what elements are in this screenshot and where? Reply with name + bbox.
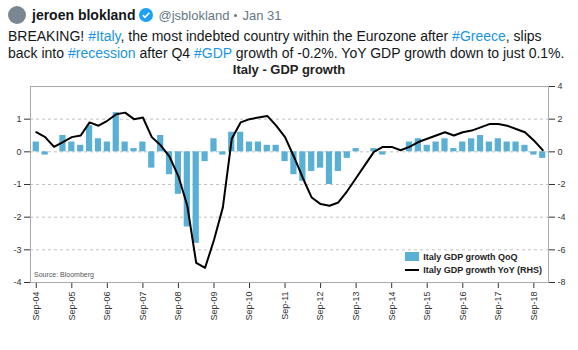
- svg-text:Sep-13: Sep-13: [351, 292, 361, 321]
- svg-text:Sep-12: Sep-12: [315, 292, 325, 321]
- html-text:Italy GDP growth YoY (RHS): Italy GDP growth YoY (RHS): [423, 264, 542, 275]
- svg-text:-3: -3: [13, 245, 21, 255]
- svg-text:0: 0: [558, 147, 563, 157]
- html-text:jeroen blokland: jeroen blokland: [32, 7, 136, 23]
- svg-text:Sep-08: Sep-08: [173, 292, 183, 321]
- svg-text:Sep-11: Sep-11: [280, 292, 290, 320]
- svg-text:Sep-14: Sep-14: [387, 292, 397, 321]
- svg-text:-4: -4: [13, 277, 21, 287]
- svg-text:2: 2: [558, 114, 563, 124]
- svg-text:-2: -2: [558, 179, 566, 189]
- svg-text:Sep-15: Sep-15: [422, 292, 432, 321]
- svg-text:Sep-06: Sep-06: [102, 292, 112, 321]
- svg-text:1: 1: [16, 114, 21, 124]
- svg-text:-4: -4: [558, 212, 566, 222]
- svg-text:-8: -8: [558, 277, 566, 287]
- html-text:Italy GDP growth QoQ: Italy GDP growth QoQ: [423, 251, 518, 262]
- html-text:@jsblokland: @jsblokland: [158, 7, 230, 23]
- svg-text:Sep-09: Sep-09: [209, 292, 219, 321]
- svg-text:Sep-17: Sep-17: [493, 292, 503, 321]
- svg-text:-2: -2: [13, 212, 21, 222]
- svg-text:Sep-05: Sep-05: [67, 292, 77, 321]
- html-text:Italy - GDP growth: Italy - GDP growth: [232, 62, 346, 77]
- html-text:Jan 31: Jan 31: [242, 7, 282, 23]
- svg-text:Sep-16: Sep-16: [458, 292, 468, 321]
- svg-text:Sep-10: Sep-10: [244, 292, 254, 321]
- html-text:BREAKING! #Italy, the most ind: BREAKING! #Italy, the most indebted coun…: [8, 28, 565, 61]
- svg-text:Sep-07: Sep-07: [138, 292, 148, 321]
- svg-text:4: 4: [558, 81, 563, 91]
- svg-text:0: 0: [16, 147, 21, 157]
- svg-text:Sep-04: Sep-04: [31, 292, 41, 321]
- svg-text:-1: -1: [13, 179, 21, 189]
- svg-text:-6: -6: [558, 245, 566, 255]
- svg-text:Sep-18: Sep-18: [529, 292, 539, 321]
- html-text:Source: Bloomberg: Source: Bloomberg: [34, 271, 94, 278]
